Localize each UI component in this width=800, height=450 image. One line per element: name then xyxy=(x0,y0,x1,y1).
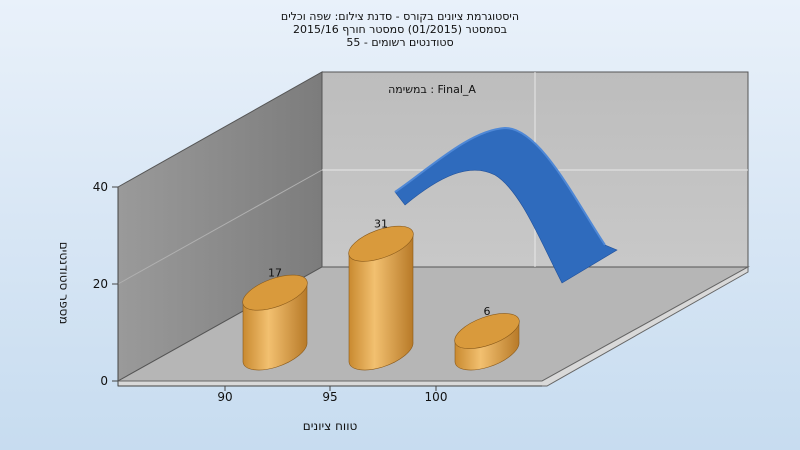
y-tick-label: 20 xyxy=(93,277,108,291)
x-tick-label: 90 xyxy=(217,390,232,404)
bar-100: 6 xyxy=(454,305,520,371)
bar-top xyxy=(242,274,308,311)
bar-top xyxy=(348,225,414,262)
axis-ticks: 0 20 40 90 95 100 xyxy=(93,180,448,404)
y-axis-label: מספר סטודנטים xyxy=(57,242,71,325)
chart-title-line-2: בסמסטר (01/2015) סמסטר חורף 2015/16 xyxy=(293,23,507,36)
curve-layer xyxy=(394,126,618,284)
x-tick-label: 95 xyxy=(322,390,337,404)
bar-value-label: 31 xyxy=(374,218,388,231)
chart-title-line-1: היסטוגרמת ציונים בקורס - סדנת צילום: שפה… xyxy=(280,10,520,23)
gridline-side-mid xyxy=(117,169,323,285)
x-tick-label: 100 xyxy=(425,390,448,404)
x-axis-label: טווח ציונים xyxy=(303,419,358,433)
bars-layer: 17 31 6 xyxy=(242,218,520,371)
bar-value-label: 6 xyxy=(484,305,491,318)
bar-95: 31 xyxy=(348,218,414,371)
y-tick-label: 0 xyxy=(100,374,108,388)
bar-90: 17 xyxy=(242,267,308,371)
chart-annotation: במשימה : Final_A xyxy=(388,83,476,96)
trend-curve-edge xyxy=(394,126,606,246)
bar-value-label: 17 xyxy=(268,267,282,280)
y-tick-label: 40 xyxy=(93,180,108,194)
chart-title-line-3: סטודנטים רשומים - 55 xyxy=(346,36,454,49)
bar-top xyxy=(454,313,520,349)
bar-body xyxy=(348,233,414,371)
chart-title: היסטוגרמת ציונים בקורס - סדנת צילום: שפה… xyxy=(0,10,800,49)
